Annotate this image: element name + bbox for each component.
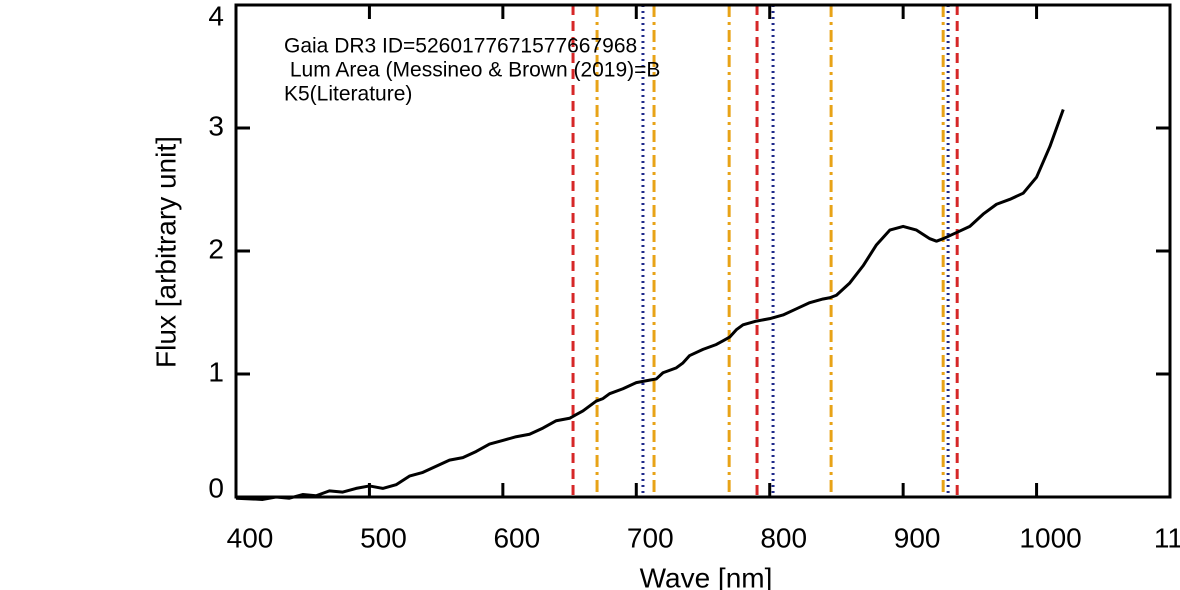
x-tick-label: 900 (894, 522, 941, 553)
y-tick-label: 4 (208, 0, 224, 31)
x-tick-label: 1100 (1154, 522, 1180, 553)
x-tick-label: 400 (227, 522, 274, 553)
x-tick-label: 800 (760, 522, 807, 553)
y-tick-label: 3 (208, 110, 224, 141)
x-axis-label: Wave [nm] (640, 562, 773, 590)
x-tick-label: 600 (493, 522, 540, 553)
x-tick-label: 700 (627, 522, 674, 553)
y-tick-label: 2 (208, 233, 224, 264)
y-axis-label: Flux [arbitrary unit] (150, 136, 181, 368)
annotation: K5(Literature) (284, 83, 412, 106)
annotation: Gaia DR3 ID=5260177671577667968 (284, 35, 637, 58)
x-tick-label: 1000 (1019, 522, 1081, 553)
y-tick-label: 0 (208, 472, 224, 503)
annotation: Lum Area (Messineo & Brown (2019)=B (284, 59, 660, 82)
x-tick-label: 500 (360, 522, 407, 553)
y-tick-label: 1 (208, 356, 224, 387)
spectrum-line (235, 109, 1065, 501)
